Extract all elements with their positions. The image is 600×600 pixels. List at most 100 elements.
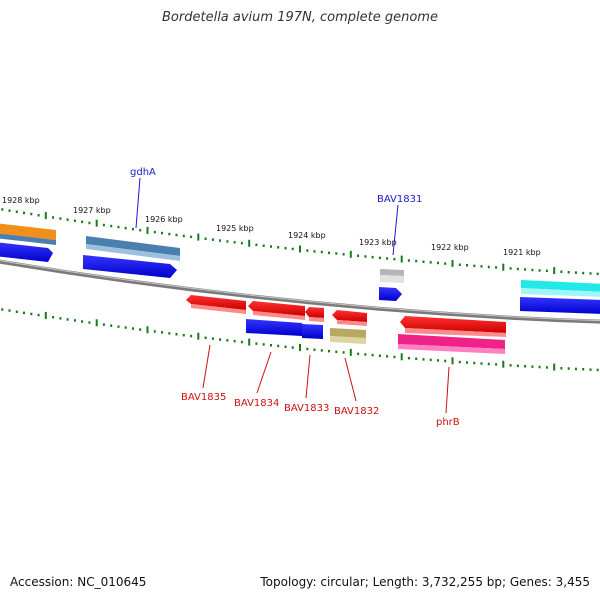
accession-label: Accession: NC_010645 [10, 575, 147, 589]
scale-tick [582, 271, 585, 275]
topology-label: Topology: circular; Length: 3,732,255 bp… [260, 575, 590, 589]
genome-backbone [0, 259, 600, 324]
scale-tick [102, 323, 105, 326]
scale-tick [15, 310, 18, 313]
scale-tick [466, 361, 468, 364]
scale-tick [320, 250, 323, 254]
gene-orange-forward[interactable] [0, 223, 56, 240]
gene-label-BAV1835[interactable]: BAV1835 [181, 392, 226, 403]
scale-tick [277, 246, 280, 249]
scale-tick [15, 210, 18, 213]
upper-scale-ticks [1, 208, 599, 276]
scale-tick [393, 257, 396, 261]
scale-tick [451, 259, 454, 267]
scale-tick [139, 328, 142, 331]
leader-BAV1831 [392, 204, 399, 256]
gene-label-BAV1831[interactable]: BAV1831 [377, 194, 422, 205]
scale-label: 1922 kbp [431, 243, 469, 252]
scale-tick [444, 262, 447, 265]
scale-tick [378, 354, 381, 357]
scale-tick [589, 272, 592, 275]
scale-tick [291, 247, 294, 251]
scale-tick [320, 349, 323, 352]
leader-BAV1832 [344, 357, 357, 402]
gene-label-phrB[interactable]: phrB [436, 417, 460, 428]
gene-label-BAV1832[interactable]: BAV1832 [334, 406, 379, 417]
scale-tick [357, 254, 360, 257]
scale-tick [219, 338, 222, 341]
scale-tick [59, 317, 62, 320]
leader-gdhA [135, 177, 141, 229]
scale-tick [190, 334, 193, 338]
scale-tick [95, 319, 98, 327]
gene-cyan-forward[interactable] [521, 280, 600, 292]
map-title: Bordetella avium 197N, complete genome [162, 10, 438, 25]
scale-tick [37, 214, 40, 217]
gene-BAV1831[interactable] [380, 269, 404, 276]
gene-BAV1834[interactable] [248, 301, 305, 316]
scale-tick [400, 353, 403, 361]
scale-tick [386, 355, 389, 358]
cds-BAV1831[interactable] [379, 287, 402, 301]
scale-tick [139, 228, 142, 232]
scale-tick [429, 358, 432, 362]
gene-label-BAV1833[interactable]: BAV1833 [284, 403, 329, 414]
scale-tick [44, 212, 47, 220]
scale-tick [248, 239, 251, 247]
scale-tick [473, 264, 476, 268]
scale-tick [407, 259, 410, 262]
scale-tick [335, 252, 338, 255]
scale-tick [371, 255, 374, 259]
scale-tick [44, 311, 47, 319]
scale-tick [182, 234, 185, 238]
scale-tick [270, 344, 272, 347]
scale-tick [589, 368, 592, 371]
scale-tick [422, 358, 425, 361]
cds-gdhA[interactable] [83, 255, 177, 278]
scale-tick [538, 365, 541, 369]
cds-BAV1833[interactable] [302, 324, 323, 339]
scale-label: 1927 kbp [73, 206, 111, 215]
gene-phrB[interactable] [400, 316, 506, 333]
gene-label-BAV1834[interactable]: BAV1834 [234, 398, 279, 409]
scale-tick [531, 365, 534, 368]
scale-tick [567, 367, 570, 370]
scale-tick [545, 269, 548, 273]
scale-tick [313, 348, 316, 351]
scale-tick [291, 346, 294, 349]
scale-tick [102, 223, 105, 227]
lower-scale-ticks [1, 308, 599, 372]
gene-BAV1833[interactable] [305, 307, 324, 318]
scale-label: 1928 kbp [2, 196, 40, 205]
cds-BAV1832[interactable] [330, 328, 366, 338]
scale-tick [299, 344, 301, 351]
scale-tick [473, 361, 476, 365]
scale-tick [582, 368, 585, 371]
scale-tick [575, 367, 577, 371]
scale-tick [509, 267, 512, 270]
gene-gdhA[interactable] [86, 236, 180, 256]
scale-tick [349, 348, 352, 356]
gene-label-gdhA[interactable]: gdhA [130, 167, 156, 178]
cds-BAV1834[interactable] [246, 319, 302, 336]
cds-forward-right[interactable] [520, 297, 600, 314]
scale-tick [1, 308, 4, 311]
scale-label: 1925 kbp [216, 224, 254, 233]
scale-tick [553, 363, 556, 371]
scale-tick [400, 255, 403, 263]
scale-tick [458, 263, 461, 266]
scale-label: 1924 kbp [288, 231, 326, 240]
scale-tick [81, 220, 84, 224]
scale-tick [313, 250, 316, 253]
cds-forward-left[interactable] [0, 242, 53, 262]
scale-tick [284, 345, 287, 348]
scale-tick [415, 357, 418, 360]
scale-tick [204, 336, 207, 339]
gene-BAV1832[interactable] [332, 310, 367, 322]
scale-tick [422, 260, 425, 263]
scale-tick [110, 224, 113, 228]
scale-tick [386, 257, 389, 260]
scale-tick [524, 268, 527, 271]
scale-tick [73, 319, 76, 322]
gene-BAV1835[interactable] [186, 295, 246, 310]
